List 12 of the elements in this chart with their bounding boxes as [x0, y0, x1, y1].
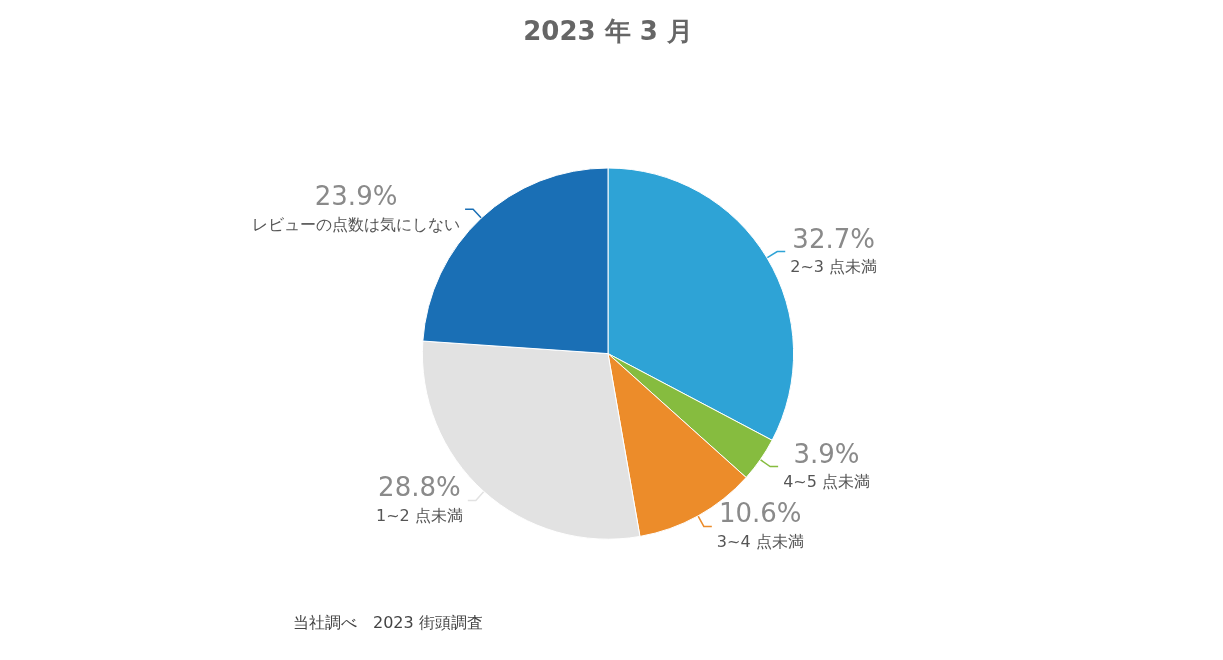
- chart-title: 2023 年 3 月: [523, 16, 693, 46]
- data-label: 28.8%: [378, 472, 461, 503]
- data-label: 10.6%: [718, 498, 802, 529]
- data-label: 3.9%: [793, 438, 860, 469]
- slice-label: 3~4 点未満: [716, 531, 804, 551]
- slice-label: レビューの点数は気にしない: [252, 214, 461, 234]
- slice-label: 4~5 点未満: [783, 472, 870, 492]
- slice-label: 2~3 点未満: [790, 257, 878, 277]
- data-label: 32.7%: [792, 223, 875, 254]
- data-label: 23.9%: [314, 181, 398, 212]
- text: 当社調べ 2023 街頭調査: [293, 612, 483, 632]
- slice-label: 1~2 点未満: [375, 505, 463, 525]
